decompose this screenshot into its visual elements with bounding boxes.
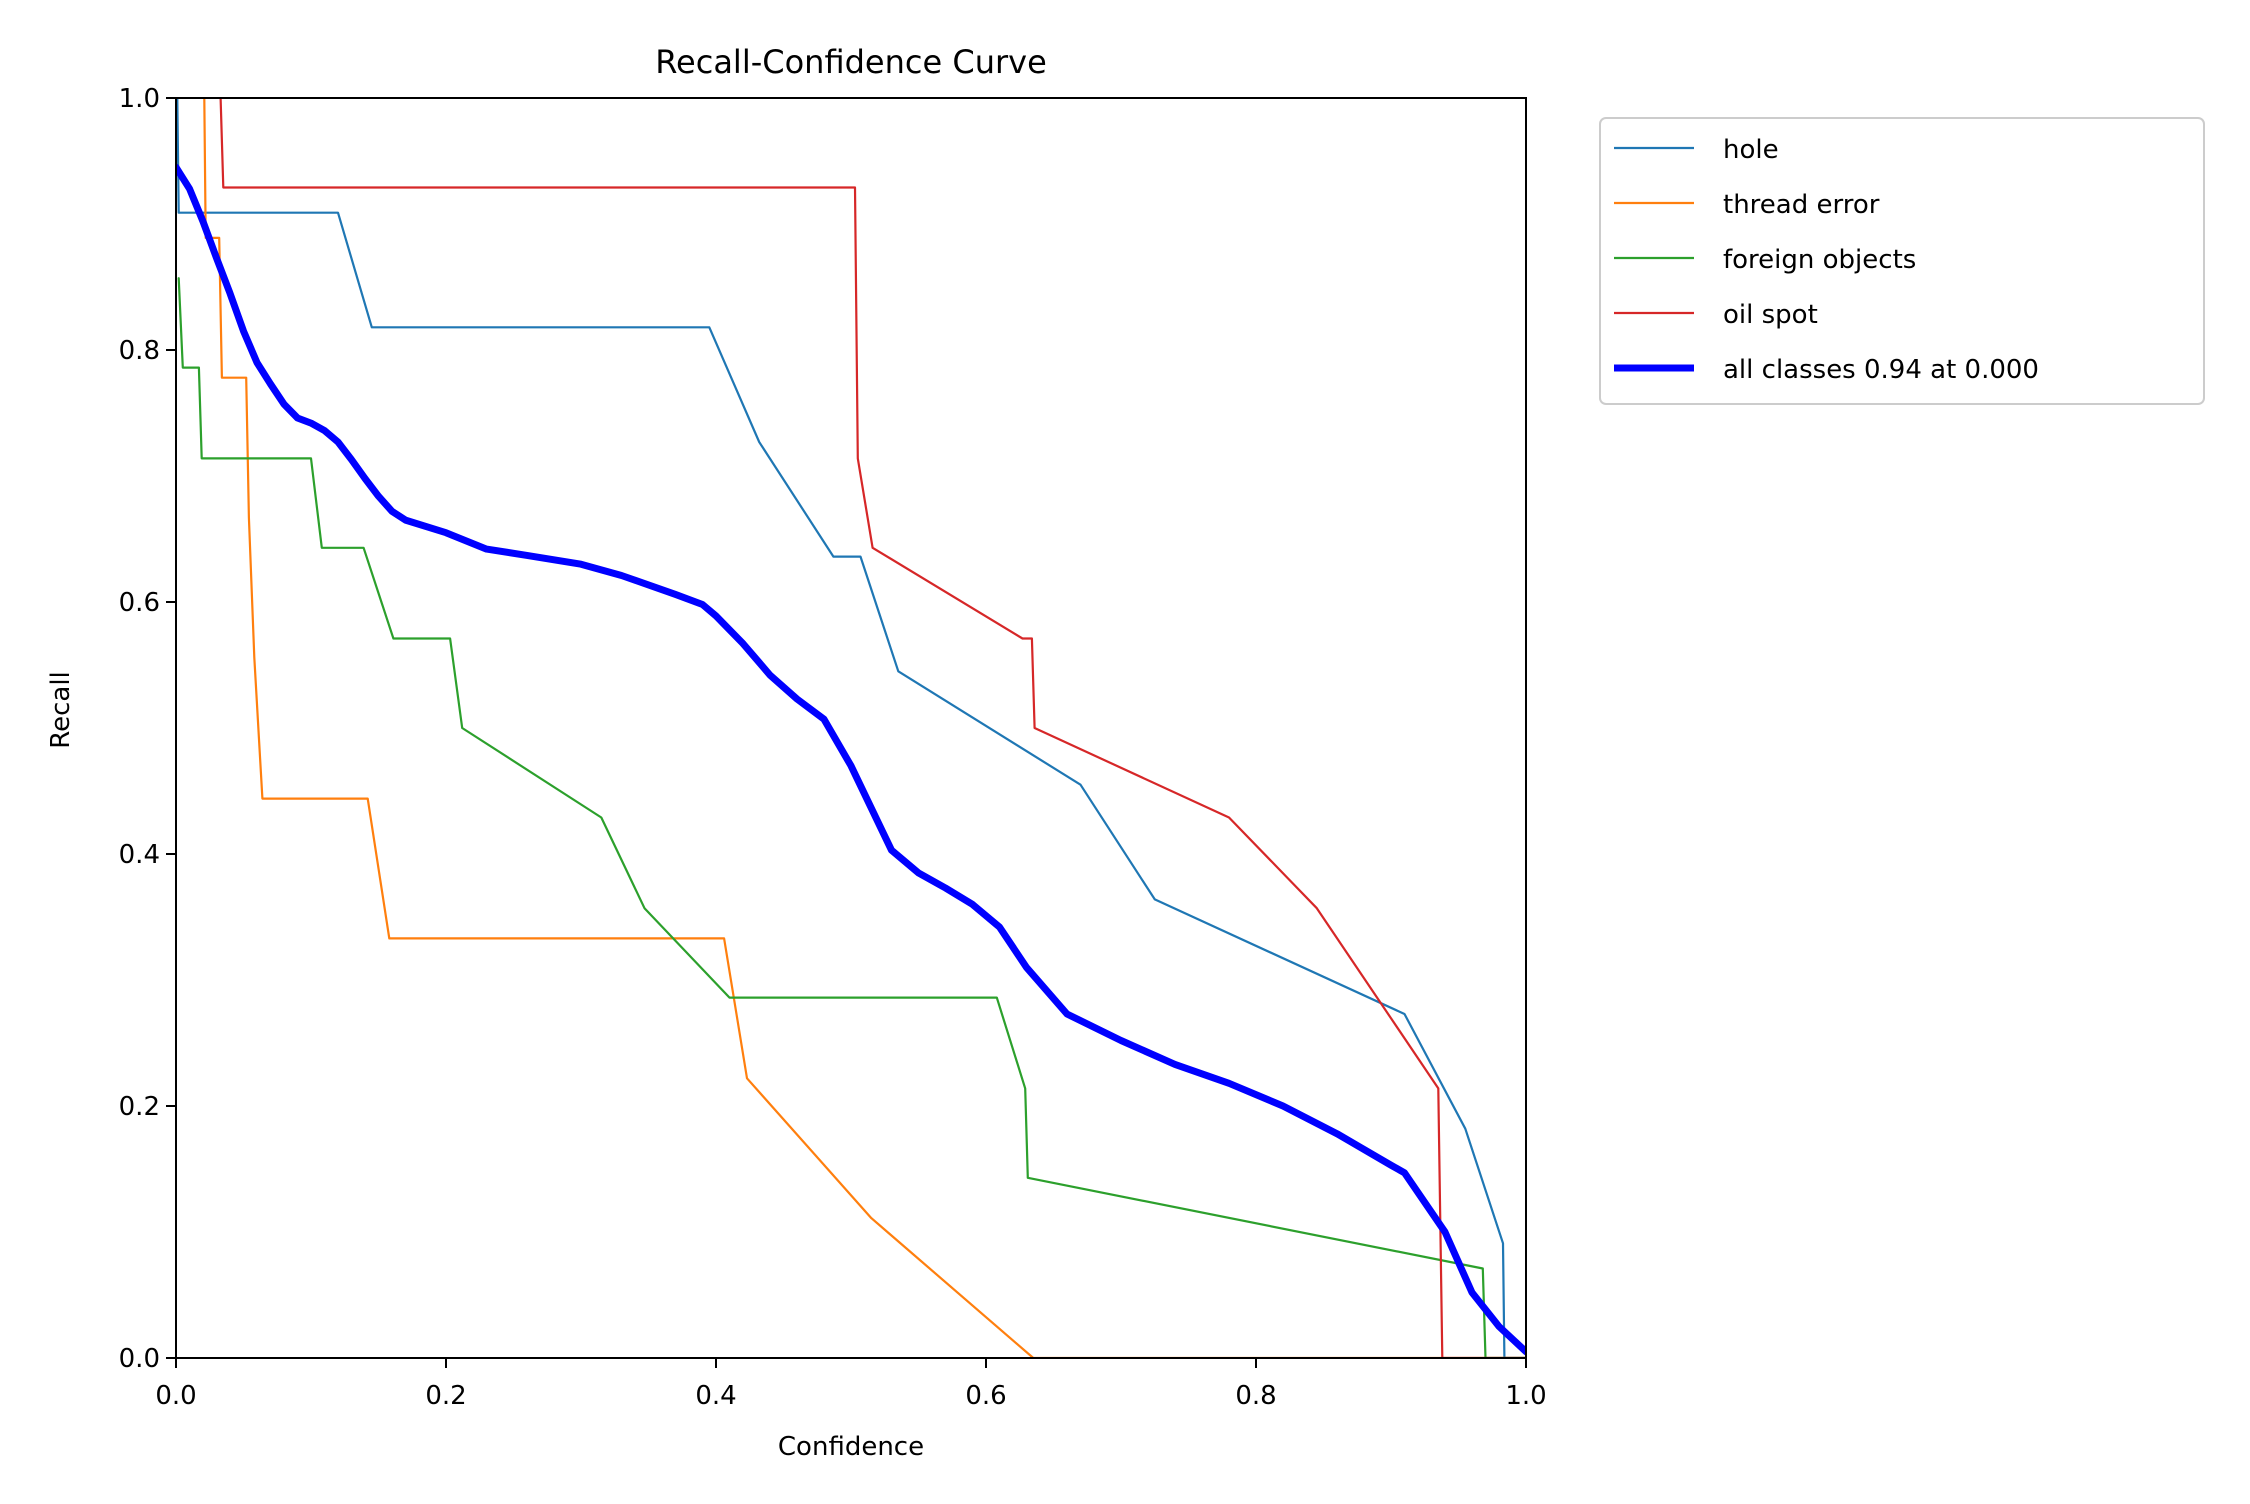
x-tick-label: 0.0	[155, 1381, 196, 1411]
plot-frame	[175, 97, 1527, 1359]
y-axis-label: Recall	[46, 671, 76, 749]
x-tick-label: 0.6	[965, 1381, 1006, 1411]
series-line-3	[219, 98, 1526, 1358]
y-tick-label: 1.0	[119, 84, 160, 114]
legend-box	[1599, 117, 2205, 405]
legend-label: thread error	[1723, 190, 1880, 220]
legend: hole thread error foreign objects oil spot a…	[1599, 117, 2205, 405]
y-tick-label: 0.8	[119, 336, 160, 366]
x-axis-label: Confidence	[778, 1432, 924, 1462]
series-line-2	[177, 277, 1526, 1358]
y-tick-label: 0.6	[119, 588, 160, 618]
x-tick-label: 0.4	[695, 1381, 736, 1411]
chart-title: Recall-Confidence Curve	[655, 43, 1047, 81]
series-line-4	[176, 163, 1526, 1356]
axis-ticks: 0.0 0.2 0.4 0.6 0.8 1.0 0.0 0.2 0.4 0.6 0.8 1.0	[119, 84, 1547, 1411]
series-lines	[176, 98, 1526, 1358]
x-tick-label: 0.2	[425, 1381, 466, 1411]
y-tick-label: 0.4	[119, 840, 160, 870]
y-tick-label: 0.0	[119, 1344, 160, 1374]
legend-label: hole	[1723, 135, 1779, 165]
series-line-1	[203, 98, 1526, 1358]
x-tick-label: 1.0	[1505, 1381, 1546, 1411]
series-line-0	[176, 98, 1526, 1358]
y-tick-label: 0.2	[119, 1092, 160, 1122]
legend-label: foreign objects	[1723, 245, 1916, 275]
x-tick-label: 0.8	[1235, 1381, 1276, 1411]
legend-label: all classes 0.94 at 0.000	[1723, 355, 2039, 385]
legend-label: oil spot	[1723, 300, 1818, 330]
